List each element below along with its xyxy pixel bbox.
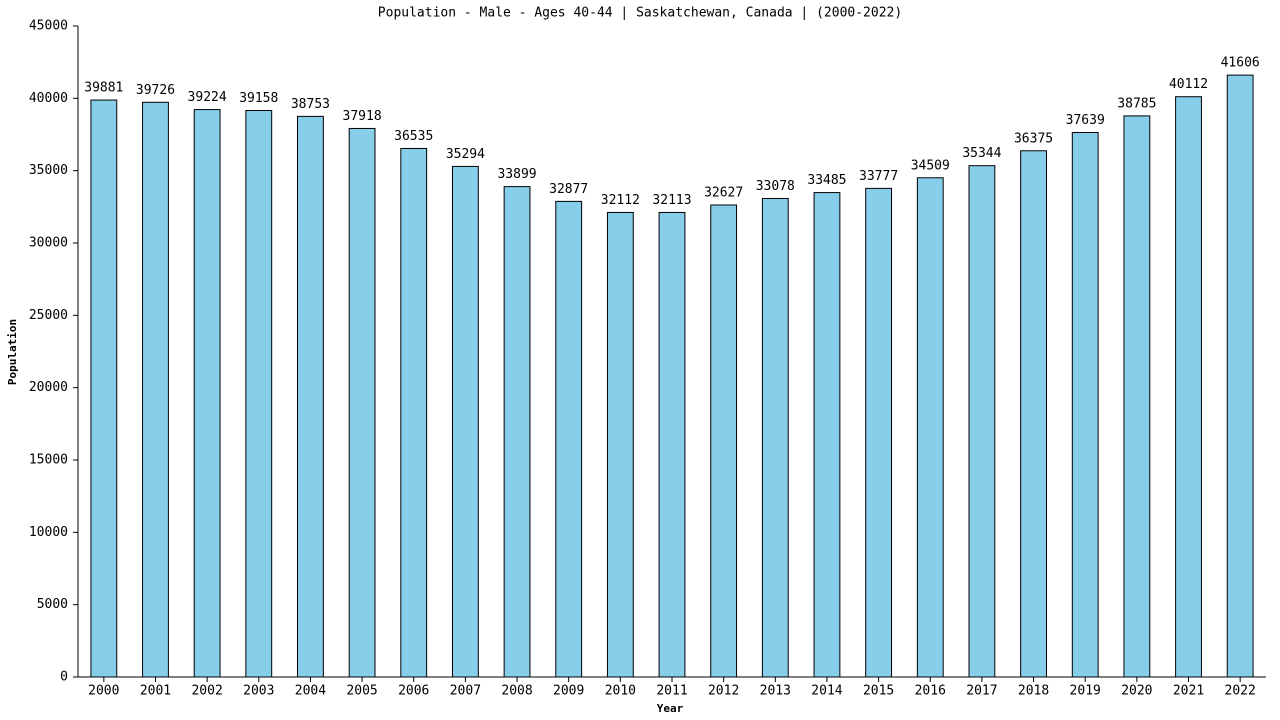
x-tick-label: 2021 [1173, 684, 1204, 699]
y-tick-label: 0 [60, 670, 68, 685]
value-label: 32627 [704, 185, 743, 200]
y-tick-label: 10000 [29, 525, 68, 540]
y-tick-label: 40000 [29, 91, 68, 106]
value-label: 32113 [652, 193, 691, 208]
bar [451, 165, 479, 678]
bar [1226, 74, 1254, 678]
x-tick-label: 2022 [1225, 684, 1256, 699]
bar [658, 211, 686, 678]
x-tick-label: 2009 [553, 684, 584, 699]
bar [865, 187, 893, 678]
value-label: 34509 [911, 158, 950, 173]
bar [1020, 150, 1047, 678]
value-label: 33078 [756, 179, 795, 194]
value-label: 36535 [394, 129, 433, 144]
y-tick-label: 35000 [29, 163, 68, 178]
bar [813, 192, 841, 678]
x-tick-label: 2011 [656, 684, 687, 699]
value-label: 39726 [136, 83, 175, 98]
y-tick-label: 5000 [37, 597, 68, 612]
x-tick-label: 2007 [450, 684, 481, 699]
value-label: 32877 [549, 182, 588, 197]
value-label: 37918 [343, 109, 382, 124]
x-tick-label: 2010 [605, 684, 636, 699]
y-tick-label: 15000 [29, 453, 68, 468]
bar [968, 165, 996, 678]
chart-title: Population - Male - Ages 40-44 | Saskatc… [378, 6, 902, 21]
bar [90, 99, 118, 678]
bar [710, 204, 738, 678]
value-label: 37639 [1066, 113, 1105, 128]
bar [916, 177, 944, 678]
x-tick-label: 2001 [140, 684, 171, 699]
y-axis-label: Population [6, 319, 19, 385]
bar [348, 127, 376, 678]
value-label: 39881 [84, 81, 123, 96]
x-tick-label: 2005 [346, 684, 377, 699]
x-tick-label: 2015 [863, 684, 894, 699]
x-tick-label: 2000 [88, 684, 119, 699]
x-axis-label: Year [657, 702, 684, 715]
x-tick-label: 2017 [966, 684, 997, 699]
value-label: 33899 [497, 167, 536, 182]
x-tick-label: 2003 [243, 684, 274, 699]
bar [503, 186, 531, 678]
y-tick-label: 45000 [29, 19, 68, 34]
x-tick-label: 2008 [501, 684, 532, 699]
value-label: 36375 [1014, 131, 1053, 146]
y-tick-label: 20000 [29, 380, 68, 395]
bar [400, 147, 428, 678]
y-tick-label: 25000 [29, 308, 68, 323]
x-tick-label: 2020 [1121, 684, 1152, 699]
x-tick-label: 2014 [811, 684, 842, 699]
bar [245, 110, 273, 678]
bar [297, 115, 324, 678]
bar [142, 101, 169, 678]
value-label: 41606 [1221, 56, 1260, 71]
value-label: 38785 [1117, 96, 1156, 111]
bar [193, 109, 221, 678]
x-tick-label: 2006 [398, 684, 429, 699]
value-label: 35344 [962, 146, 1001, 161]
value-label: 39158 [239, 91, 278, 106]
bar [555, 200, 583, 678]
value-label: 40112 [1169, 77, 1208, 92]
value-label: 38753 [291, 97, 330, 112]
x-tick-label: 2012 [708, 684, 739, 699]
value-label: 32112 [601, 193, 640, 208]
bar [1071, 131, 1099, 678]
x-tick-label: 2019 [1070, 684, 1101, 699]
x-tick-label: 2016 [915, 684, 946, 699]
bar [606, 211, 634, 678]
x-tick-label: 2013 [760, 684, 791, 699]
bar [1175, 96, 1202, 678]
value-label: 39224 [188, 90, 227, 105]
x-tick-label: 2004 [295, 684, 326, 699]
value-label: 33485 [807, 173, 846, 188]
y-tick-label: 30000 [29, 236, 68, 251]
value-label: 35294 [446, 147, 485, 162]
x-tick-label: 2018 [1018, 684, 1049, 699]
bar [761, 197, 789, 678]
bar [1123, 115, 1151, 678]
value-label: 33777 [859, 169, 898, 184]
x-tick-label: 2002 [191, 684, 222, 699]
